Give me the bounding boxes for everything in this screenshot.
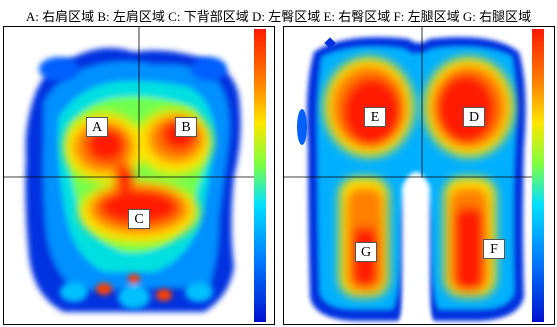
figure-caption: A: 右肩区域 B: 左肩区域 C: 下背部区域 D: 左臀区域 E: 右臀区域… — [25, 9, 532, 24]
region-label-d: D — [463, 107, 485, 127]
region-label-c: C — [128, 209, 150, 229]
color-scale-bar — [254, 29, 266, 322]
region-label-f: F — [483, 239, 505, 259]
color-scale-values — [266, 29, 274, 322]
seat-pressure-heatmap — [284, 27, 539, 324]
color-scale-gradient — [254, 29, 266, 322]
color-scale-gradient — [532, 29, 544, 322]
color-scale-values — [544, 29, 554, 322]
side-blob — [297, 109, 307, 145]
color-scale-bar — [532, 29, 544, 322]
back-pressure-heatmap — [4, 27, 264, 312]
region-label-g: G — [355, 242, 377, 262]
region-label-a: A — [86, 117, 108, 137]
back-pressure-map: A B C — [3, 26, 275, 325]
region-label-b: B — [175, 117, 197, 137]
region-label-e: E — [364, 107, 386, 127]
seat-pressure-map: E D G F — [283, 26, 555, 325]
